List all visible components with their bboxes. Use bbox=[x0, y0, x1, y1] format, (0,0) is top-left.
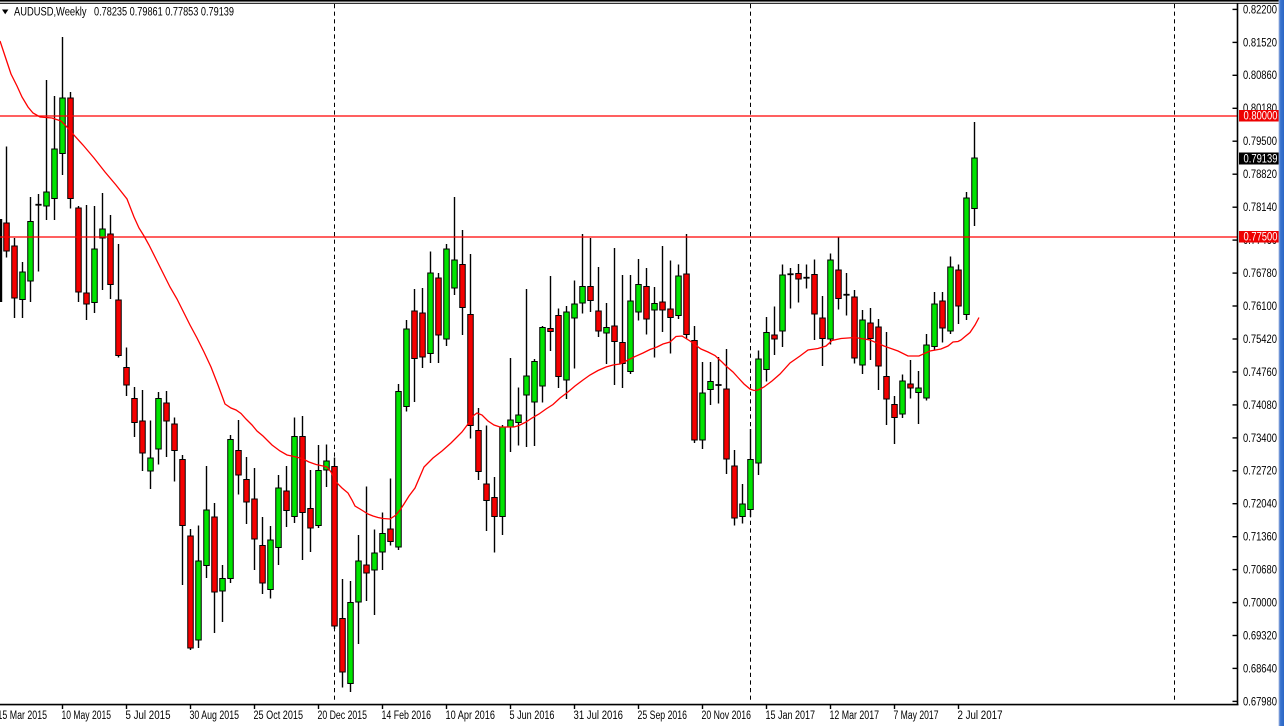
svg-text:0.72040: 0.72040 bbox=[1243, 499, 1277, 511]
svg-text:0.73400: 0.73400 bbox=[1243, 433, 1277, 445]
svg-text:2 Jul 2017: 2 Jul 2017 bbox=[958, 710, 1003, 722]
svg-text:31 Jul 2016: 31 Jul 2016 bbox=[574, 710, 624, 722]
svg-text:0.70000: 0.70000 bbox=[1243, 598, 1277, 610]
svg-text:0.70680: 0.70680 bbox=[1243, 565, 1277, 577]
svg-text:5 Jun 2016: 5 Jun 2016 bbox=[510, 710, 555, 722]
svg-text:0.79139: 0.79139 bbox=[1244, 153, 1278, 165]
svg-text:0.79500: 0.79500 bbox=[1243, 136, 1277, 148]
svg-text:14 Feb 2016: 14 Feb 2016 bbox=[382, 710, 432, 722]
svg-text:0.78140: 0.78140 bbox=[1243, 202, 1277, 214]
svg-text:30 Aug 2015: 30 Aug 2015 bbox=[190, 710, 240, 722]
svg-text:0.75420: 0.75420 bbox=[1243, 334, 1277, 346]
svg-text:0.68640: 0.68640 bbox=[1243, 663, 1277, 675]
svg-text:0.82200: 0.82200 bbox=[1243, 4, 1277, 16]
svg-text:0.80860: 0.80860 bbox=[1243, 70, 1277, 82]
svg-text:10 Apr 2016: 10 Apr 2016 bbox=[446, 710, 496, 722]
svg-text:20 Nov 2016: 20 Nov 2016 bbox=[702, 710, 752, 722]
svg-text:0.74760: 0.74760 bbox=[1243, 367, 1277, 379]
svg-text:25 Oct 2015: 25 Oct 2015 bbox=[254, 710, 304, 722]
svg-text:0.72720: 0.72720 bbox=[1243, 466, 1277, 478]
svg-text:5 Jul 2015: 5 Jul 2015 bbox=[126, 710, 171, 722]
svg-text:0.74080: 0.74080 bbox=[1243, 400, 1277, 412]
svg-text:0.77500: 0.77500 bbox=[1244, 232, 1278, 244]
svg-text:0.67980: 0.67980 bbox=[1243, 696, 1277, 708]
svg-text:10 May 2015: 10 May 2015 bbox=[62, 710, 112, 722]
svg-text:20 Dec 2015: 20 Dec 2015 bbox=[318, 710, 368, 722]
svg-text:0.76100: 0.76100 bbox=[1243, 301, 1277, 313]
svg-text:AUDUSD,Weekly: AUDUSD,Weekly bbox=[14, 7, 87, 19]
svg-text:0.80000: 0.80000 bbox=[1244, 111, 1278, 123]
svg-text:0.78820: 0.78820 bbox=[1243, 169, 1277, 181]
svg-text:0.78235 0.79861 0.77853 0.7913: 0.78235 0.79861 0.77853 0.79139 bbox=[94, 7, 234, 19]
svg-text:7 May 2017: 7 May 2017 bbox=[894, 710, 939, 722]
svg-text:15 Mar 2015: 15 Mar 2015 bbox=[0, 710, 47, 722]
svg-text:15 Jan 2017: 15 Jan 2017 bbox=[766, 710, 816, 722]
svg-text:0.76780: 0.76780 bbox=[1243, 268, 1277, 280]
svg-text:0.71360: 0.71360 bbox=[1243, 532, 1277, 544]
svg-text:0.69320: 0.69320 bbox=[1243, 630, 1277, 642]
svg-text:0.81520: 0.81520 bbox=[1243, 37, 1277, 49]
svg-text:12 Mar 2017: 12 Mar 2017 bbox=[830, 710, 880, 722]
svg-text:25 Sep 2016: 25 Sep 2016 bbox=[638, 710, 688, 722]
